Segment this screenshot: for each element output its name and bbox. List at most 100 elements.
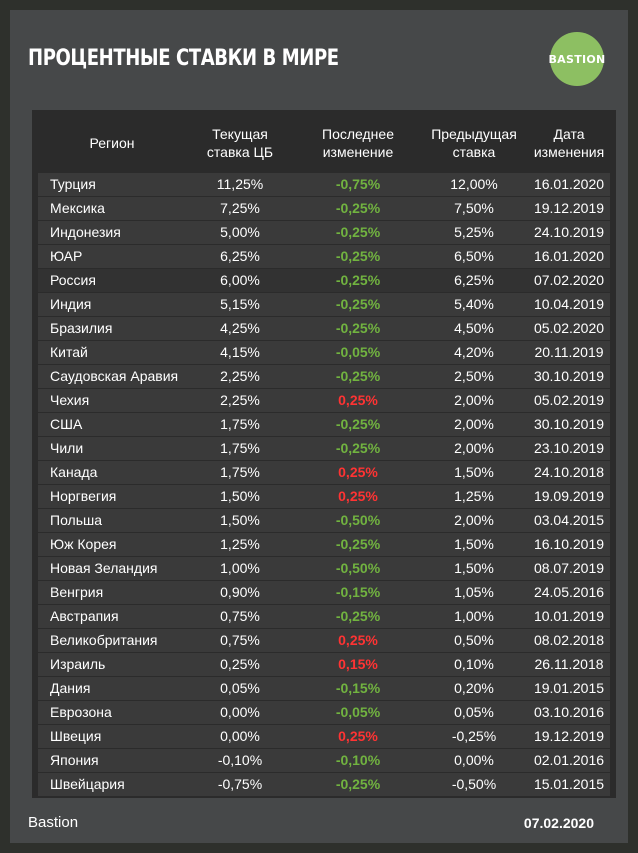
change-date-cell: 08.02.2018: [533, 632, 605, 648]
last-change-cell: 0,25%: [338, 632, 378, 648]
table-row: Чили 1,75% -0,25% 2,00% 23.10.2019: [38, 437, 610, 460]
current-rate-cell: 4,25%: [220, 320, 260, 336]
last-change-cell: -0,10%: [335, 752, 381, 768]
region-cell: Польша: [50, 512, 103, 528]
current-rate-cell: 0,75%: [220, 632, 260, 648]
previous-rate-cell: 6,50%: [454, 248, 494, 264]
current-rate-cell: 7,25%: [220, 200, 260, 216]
last-change-cell: -0,50%: [335, 560, 381, 576]
table-row: Индия 5,15% -0,25% 5,40% 10.04.2019: [38, 293, 610, 316]
current-rate-cell: 0,05%: [220, 680, 260, 696]
change-date-cell: 03.04.2015: [533, 512, 605, 528]
current-rate-cell: 1,75%: [220, 464, 260, 480]
region-cell: Канада: [50, 464, 98, 480]
change-date-cell: 07.02.2020: [533, 272, 605, 288]
last-change-cell: -0,15%: [335, 584, 381, 600]
previous-rate-cell: 0,20%: [454, 680, 494, 696]
last-change-cell: -0,25%: [335, 320, 381, 336]
table-row: Польша 1,50% -0,50% 2,00% 03.04.2015: [38, 509, 610, 532]
page-title: ПРОЦЕНТНЫЕ СТАВКИ В МИРЕ: [28, 46, 339, 71]
last-change-cell: -0,25%: [335, 416, 381, 432]
table-row: Великобритания 0,75% 0,25% 0,50% 08.02.2018: [38, 629, 610, 652]
current-rate-cell: 2,25%: [220, 368, 260, 384]
last-change-cell: -0,75%: [335, 176, 381, 192]
last-change-cell: 0,25%: [338, 464, 378, 480]
table-row: Норгвегия 1,50% 0,25% 1,25% 19.09.2019: [38, 485, 610, 508]
previous-rate-cell: -0,25%: [451, 728, 497, 744]
table-row: Мексика 7,25% -0,25% 7,50% 19.12.2019: [38, 197, 610, 220]
current-rate-cell: 0,25%: [220, 656, 260, 672]
change-date-cell: 10.01.2019: [533, 608, 605, 624]
previous-rate-cell: 2,00%: [454, 512, 494, 528]
region-cell: Индонезия: [50, 224, 121, 240]
last-change-cell: -0,25%: [335, 296, 381, 312]
region-cell: Бразилия: [50, 320, 113, 336]
last-change-cell: -0,25%: [335, 272, 381, 288]
region-cell: Швеция: [50, 728, 102, 744]
last-change-cell: -0,50%: [335, 512, 381, 528]
region-cell: Дания: [50, 680, 91, 696]
previous-rate-cell: 1,50%: [454, 464, 494, 480]
footer-date: 07.02.2020: [523, 815, 594, 831]
current-rate-cell: 6,00%: [220, 272, 260, 288]
region-cell: Великобритания: [50, 632, 158, 648]
change-date-cell: 03.10.2016: [533, 704, 605, 720]
change-date-cell: 19.12.2019: [533, 200, 605, 216]
current-rate-cell: 1,25%: [220, 536, 260, 552]
change-date-cell: 20.11.2019: [534, 344, 604, 360]
current-rate-cell: 1,75%: [220, 440, 260, 456]
previous-rate-cell: 5,40%: [454, 296, 494, 312]
table-row: Дания 0,05% -0,15% 0,20% 19.01.2015: [38, 677, 610, 700]
previous-rate-cell: 1,50%: [454, 560, 494, 576]
table-row: Чехия 2,25% 0,25% 2,00% 05.02.2019: [38, 389, 610, 412]
table-row: Индонезия 5,00% -0,25% 5,25% 24.10.2019: [38, 221, 610, 244]
last-change-cell: 0,25%: [338, 392, 378, 408]
previous-rate-cell: 2,00%: [454, 416, 494, 432]
change-date-cell: 30.10.2019: [533, 368, 605, 384]
last-change-cell: -0,25%: [335, 248, 381, 264]
header-region: Регион: [89, 135, 135, 151]
change-date-cell: 24.10.2018: [533, 464, 605, 480]
current-rate-cell: 1,75%: [220, 416, 260, 432]
region-cell: Китай: [50, 344, 88, 360]
region-cell: Мексика: [50, 200, 105, 216]
last-change-cell: -0,05%: [335, 344, 381, 360]
current-rate-cell: 1,50%: [220, 512, 260, 528]
region-cell: Турция: [50, 176, 96, 192]
current-rate-cell: 5,00%: [220, 224, 260, 240]
current-rate-cell: -0,75%: [217, 776, 263, 792]
current-rate-cell: 11,25%: [216, 176, 264, 192]
previous-rate-cell: 1,00%: [454, 608, 494, 624]
infographic-card: ПРОЦЕНТНЫЕ СТАВКИ В МИРЕ BASTION Регион …: [10, 10, 628, 843]
table-row: Австрапия 0,75% -0,25% 1,00% 10.01.2019: [38, 605, 610, 628]
previous-rate-cell: 1,25%: [454, 488, 494, 504]
region-cell: США: [50, 416, 83, 432]
previous-rate-cell: 2,00%: [454, 392, 494, 408]
current-rate-cell: 0,00%: [220, 728, 260, 744]
last-change-cell: -0,25%: [335, 536, 381, 552]
change-date-cell: 23.10.2019: [533, 440, 605, 456]
table-row: Юж Корея 1,25% -0,25% 1,50% 16.10.2019: [38, 533, 610, 556]
last-change-cell: 0,25%: [338, 728, 378, 744]
table-row: Новая Зеландия 1,00% -0,50% 1,50% 08.07.2019: [38, 557, 610, 580]
region-cell: Австрапия: [50, 608, 119, 624]
change-date-cell: 02.01.2016: [533, 752, 605, 768]
region-cell: Еврозона: [50, 704, 112, 720]
previous-rate-cell: 1,50%: [454, 536, 494, 552]
header-previous-rate: Предыдущая ставка: [431, 126, 517, 160]
change-date-cell: 16.01.2020: [533, 248, 605, 264]
change-date-cell: 15.01.2015: [533, 776, 605, 792]
last-change-cell: -0,25%: [335, 608, 381, 624]
last-change-cell: -0,15%: [335, 680, 381, 696]
previous-rate-cell: -0,50%: [451, 776, 497, 792]
change-date-cell: 19.01.2015: [533, 680, 605, 696]
region-cell: Индия: [50, 296, 92, 312]
region-cell: Юж Корея: [50, 536, 117, 552]
current-rate-cell: 0,00%: [220, 704, 260, 720]
last-change-cell: -0,25%: [335, 200, 381, 216]
previous-rate-cell: 0,05%: [454, 704, 494, 720]
change-date-cell: 30.10.2019: [533, 416, 605, 432]
last-change-cell: -0,25%: [335, 776, 381, 792]
change-date-cell: 05.02.2019: [533, 392, 605, 408]
table-row: Россия 6,00% -0,25% 6,25% 07.02.2020: [38, 269, 610, 292]
